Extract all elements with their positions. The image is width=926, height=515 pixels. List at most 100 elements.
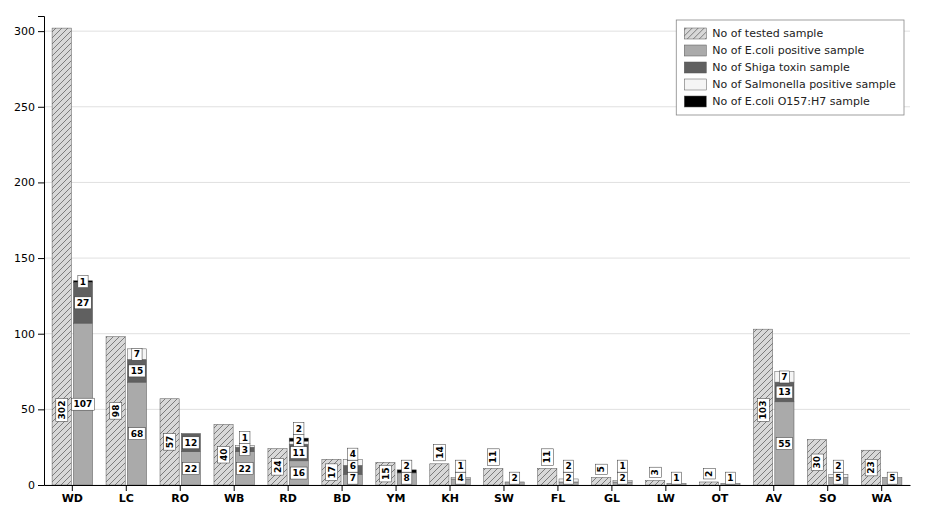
data-label-box: 103 [757,399,769,422]
legend-swatch [684,96,706,107]
tick-label: KH [441,492,459,505]
data-label-bg [183,463,200,475]
tick: 50 [21,403,44,416]
data-label-box: 2 [617,472,627,484]
data-label-box: 23 [865,459,877,476]
data-label-bg [129,428,146,440]
data-label-box: 22 [237,463,254,475]
tick: BD [333,485,351,505]
data-label-bg [132,348,142,360]
data-label-box: 1 [671,472,681,484]
data-label: 12 [185,438,198,448]
tick-mark [38,182,44,183]
tick-mark [180,485,181,491]
data-label: 13 [778,387,791,397]
legend-label: No of tested sample [712,27,823,40]
data-label: 7 [781,372,787,382]
data-label: 107 [74,399,93,409]
data-label-bg [326,464,338,481]
data-label-bg [509,472,519,484]
data-label-box: 15 [380,465,392,482]
grid [44,31,910,485]
data-label: 1 [727,473,733,483]
tick-mark [396,485,397,491]
data-label: 3 [242,445,248,455]
tick-mark [288,485,289,491]
data-label-box: 15 [129,365,146,377]
data-label: 2 [565,473,571,483]
tick: SW [494,485,514,505]
legend-label: No of E.coli positive sample [712,44,864,57]
bar-segment [181,433,200,434]
data-label-bg [563,460,573,472]
data-label-bg [402,460,412,472]
data-label: 40 [219,448,229,461]
data-label-box: 55 [776,438,793,450]
data-label-box: 68 [129,428,146,440]
tick-label: SW [494,492,514,505]
bar [807,440,826,485]
data-label-bg [833,460,843,472]
data-label-box: 98 [110,403,122,420]
data-label: 2 [565,461,571,471]
data-label: 24 [273,461,283,474]
tick-label: LC [119,492,134,505]
data-label-bg [434,444,446,461]
data-label: 103 [758,401,768,420]
tick-label: 200 [14,176,35,189]
data-label-box: 1 [725,472,735,484]
tick-mark [38,409,44,410]
data-label-bg [779,371,789,383]
data-label: 2 [404,461,410,471]
data-label: 11 [542,451,552,464]
data-label: 68 [131,429,144,439]
bar-segment [397,473,416,485]
bar [214,424,233,485]
data-label-bg [72,398,95,410]
data-label-box: 11 [291,447,308,459]
data-label-bg [833,472,843,484]
tick: OT [711,485,728,505]
data-label-box: 11 [487,449,499,466]
data-label: 11 [488,451,498,464]
data-label-bg [291,447,308,459]
data-label-bg [348,460,358,472]
tick-label: BD [333,492,351,505]
data-label-box: 2 [563,472,573,484]
data-label: 15 [381,467,391,480]
data-label-box: 2 [294,423,304,435]
tick-label: RD [279,492,297,505]
tick: 0 [28,479,44,492]
data-label-box: 57 [164,434,176,451]
bar [430,464,449,485]
data-label-bg [776,386,793,398]
bar-segment [775,402,794,485]
data-label-box: 17 [326,464,338,481]
data-label: 55 [778,439,791,449]
data-label-bg [78,276,88,288]
data-label-box: 2 [402,460,412,472]
tick-label: LW [657,492,675,505]
legend-swatch [684,28,706,39]
data-label-bg [811,454,823,471]
bar-segment [235,452,254,485]
bar [160,399,179,485]
data-label-bg [164,434,176,451]
axis-line [45,485,911,486]
bar-segment [775,372,794,383]
bar [646,480,665,485]
data-label: 5 [889,473,895,483]
data-label: 1 [80,277,86,287]
tick-mark [611,485,612,491]
tick-mark [234,485,235,491]
bar-segment [127,359,146,382]
tick: KH [441,485,459,505]
chart: 3029857402417151411115321033023107271681… [0,0,926,515]
grid-line [44,182,910,183]
tick-mark [72,485,73,491]
tick-label: AV [766,492,783,505]
bar [538,468,557,485]
data-label-bg [75,297,92,309]
data-label-bg [456,472,466,484]
tick: SO [819,485,836,505]
